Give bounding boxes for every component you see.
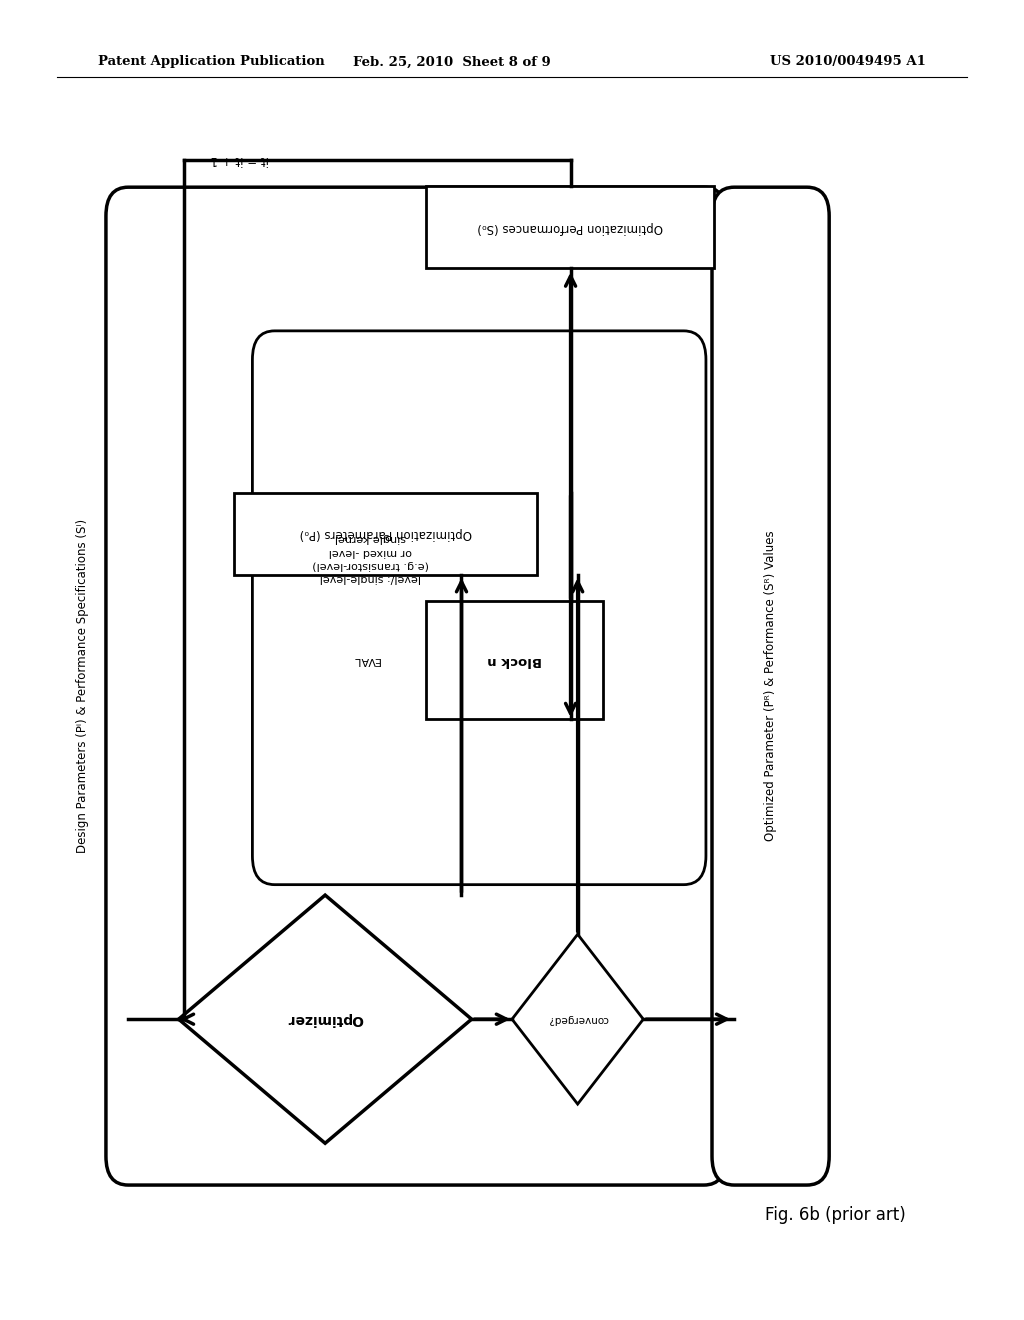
Bar xyxy=(426,601,603,719)
Text: Optimization Performances (Sₒ): Optimization Performances (Sₒ) xyxy=(477,220,663,234)
Text: US 2010/0049495 A1: US 2010/0049495 A1 xyxy=(770,55,926,69)
Text: Fig. 6b (prior art): Fig. 6b (prior art) xyxy=(765,1206,905,1224)
FancyBboxPatch shape xyxy=(105,187,726,1185)
FancyBboxPatch shape xyxy=(712,187,829,1185)
FancyBboxPatch shape xyxy=(252,331,706,884)
Polygon shape xyxy=(512,935,643,1104)
Text: converged?: converged? xyxy=(548,1014,608,1024)
Polygon shape xyxy=(178,895,472,1143)
Text: Optimized Parameter (Pᴿ) & Performance (Sᴿ) Values: Optimized Parameter (Pᴿ) & Performance (… xyxy=(764,531,777,841)
Text: Patent Application Publication: Patent Application Publication xyxy=(98,55,325,69)
Bar xyxy=(234,492,538,576)
Text: it = it + 1: it = it + 1 xyxy=(210,153,268,166)
Text: Block n: Block n xyxy=(487,653,542,667)
Text: Feb. 25, 2010  Sheet 8 of 9: Feb. 25, 2010 Sheet 8 of 9 xyxy=(352,55,550,69)
Text: EVAL: EVAL xyxy=(351,655,380,665)
Bar xyxy=(426,186,714,268)
Text: level/: single-level
(e.g. transistor-level)
or mixed -level
single kernel: level/: single-level (e.g. transistor-le… xyxy=(312,533,429,583)
Text: Optimization Parameters (Pₒ): Optimization Parameters (Pₒ) xyxy=(300,528,472,540)
Text: Design Parameters (Pⁱ) & Performance Specifications (Sⁱ): Design Parameters (Pⁱ) & Performance Spe… xyxy=(76,519,89,853)
Text: Optimizer: Optimizer xyxy=(287,1012,364,1026)
